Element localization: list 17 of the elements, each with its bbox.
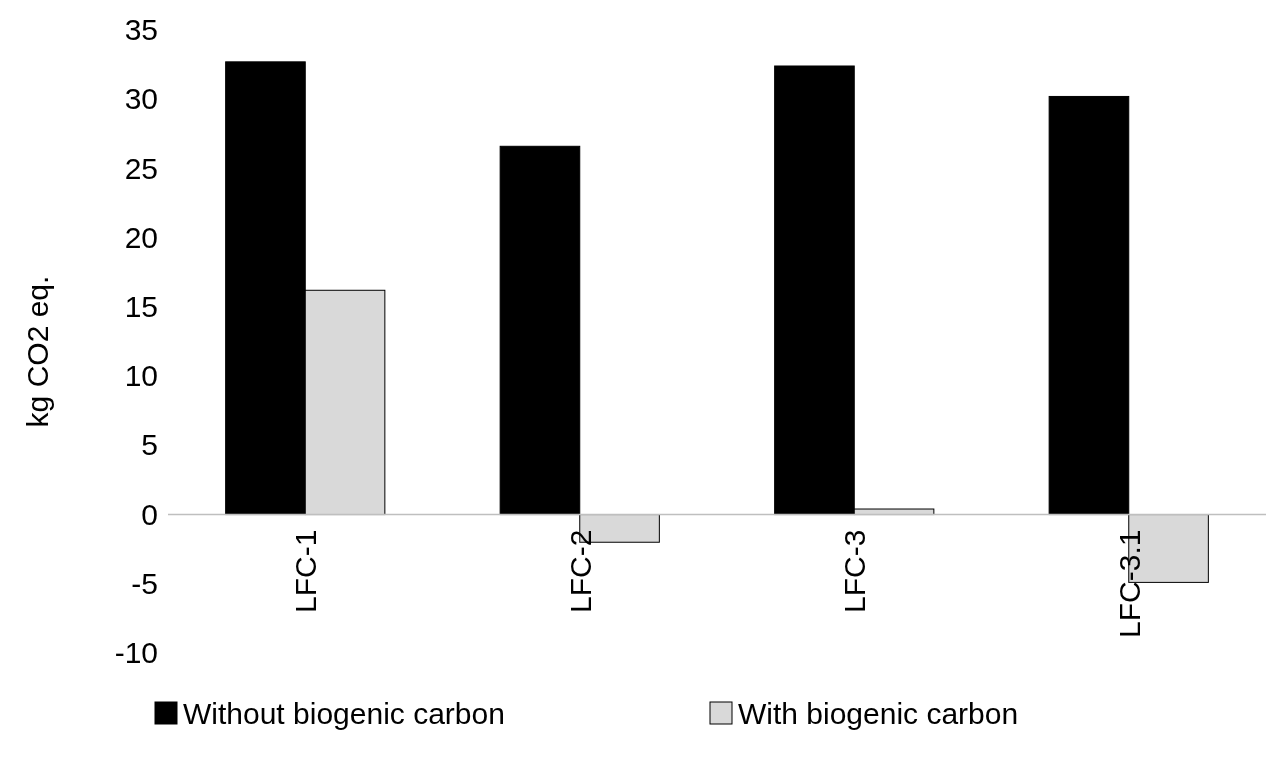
y-tick-label: 15 bbox=[124, 289, 158, 323]
x-tick-label: LFC-1 bbox=[289, 529, 323, 613]
x-tick-label: LFC-3.1 bbox=[1112, 529, 1146, 638]
y-axis-title: kg CO2 eq. bbox=[21, 275, 54, 428]
y-tick-label: -10 bbox=[114, 636, 158, 670]
y-tick-label: 10 bbox=[124, 359, 158, 393]
x-tick-label: LFC-3 bbox=[838, 529, 872, 613]
legend-label: With biogenic carbon bbox=[738, 697, 1019, 730]
legend-label: Without biogenic carbon bbox=[183, 697, 505, 730]
y-tick-label: 20 bbox=[124, 220, 158, 254]
y-tick-label: 35 bbox=[124, 13, 158, 47]
y-tick-label: -5 bbox=[131, 566, 158, 600]
y-tick-label: 30 bbox=[124, 82, 158, 116]
y-tick-label: 25 bbox=[124, 151, 158, 185]
y-tick-label: 5 bbox=[141, 428, 158, 462]
x-tick-label: LFC-2 bbox=[563, 529, 597, 613]
y-tick-label: 0 bbox=[141, 497, 158, 531]
